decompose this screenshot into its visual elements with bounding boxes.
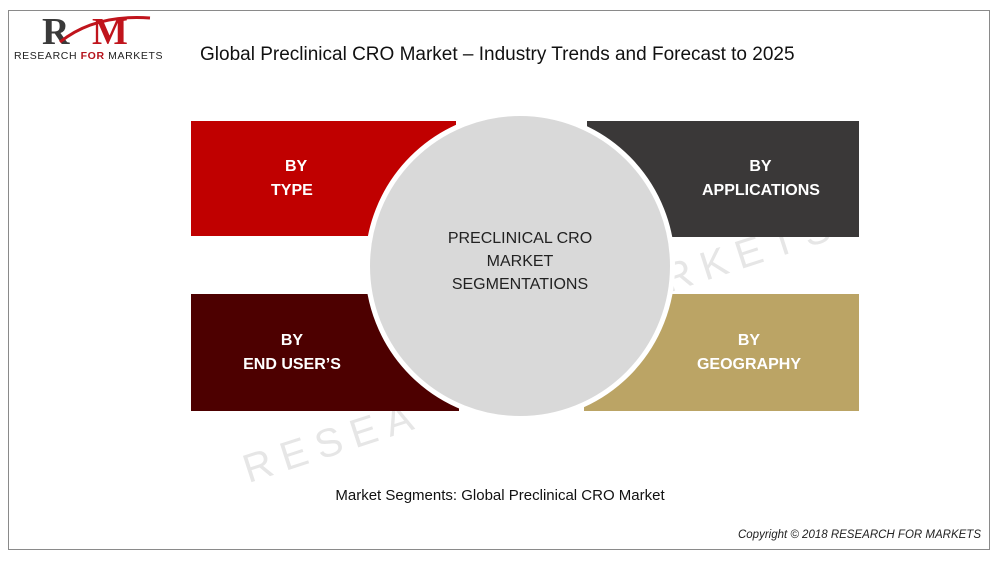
segment-geography-label: GEOGRAPHY bbox=[696, 355, 801, 373]
center-label: PRECLINICAL CRO MARKET SEGMENTATIONS bbox=[448, 227, 592, 296]
segment-applications-label: APPLICATIONS bbox=[702, 182, 820, 199]
figure-caption: Market Segments: Global Preclinical CRO … bbox=[335, 487, 665, 504]
logo-text: RESEARCH FOR MARKETS bbox=[14, 50, 164, 62]
center-label-line2: MARKET bbox=[486, 252, 554, 270]
center-circle: PRECLINICAL CRO MARKET SEGMENTATIONS bbox=[365, 111, 675, 421]
center-label-line3: SEGMENTATIONS bbox=[451, 275, 589, 293]
segment-type-prefix: BY bbox=[285, 157, 308, 175]
segment-applications-prefix: BY bbox=[749, 158, 772, 175]
svg-text:R: R bbox=[42, 12, 70, 50]
segment-end-users-prefix: BY bbox=[280, 331, 304, 349]
segment-end-users-label: END USER’S bbox=[243, 355, 341, 373]
rm-logo-icon: R M bbox=[42, 12, 151, 50]
logo: R M RESEARCH FOR MARKETS bbox=[14, 12, 182, 62]
segment-type-label: TYPE bbox=[271, 181, 313, 199]
center-label-line1: PRECLINICAL CRO bbox=[447, 229, 593, 247]
segment-geography-prefix: BY bbox=[737, 331, 761, 349]
copyright-notice: Copyright © 2018 RESEARCH FOR MARKETS bbox=[737, 529, 981, 541]
page-title: Global Preclinical CRO Market – Industry… bbox=[200, 44, 795, 65]
figure-frame bbox=[8, 10, 990, 550]
